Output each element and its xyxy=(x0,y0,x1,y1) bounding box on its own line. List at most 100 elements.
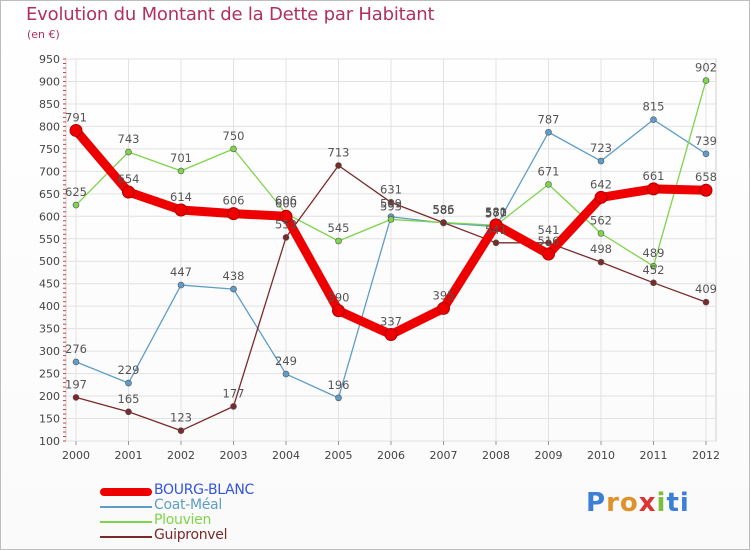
data-point xyxy=(230,285,237,293)
data-point xyxy=(440,219,447,226)
data-label: 581 xyxy=(485,205,507,219)
legend-swatch xyxy=(100,536,152,538)
data-label: 390 xyxy=(328,291,350,305)
data-label: 562 xyxy=(590,213,612,227)
data-label: 586 xyxy=(433,203,455,217)
data-label: 815 xyxy=(643,100,665,114)
x-tick-label: 2012 xyxy=(692,449,720,462)
data-label: 671 xyxy=(538,164,560,178)
data-point xyxy=(282,234,290,241)
data-label: 337 xyxy=(380,314,402,328)
data-point xyxy=(227,207,240,221)
data-point xyxy=(702,150,710,158)
data-point xyxy=(594,190,608,204)
data-label: 606 xyxy=(275,194,297,208)
data-label: 787 xyxy=(538,112,560,126)
data-label: 606 xyxy=(223,194,245,208)
x-tick-label: 2000 xyxy=(62,449,90,462)
data-point xyxy=(647,182,660,196)
data-label: 586 xyxy=(433,203,455,217)
legend-swatch xyxy=(100,506,152,508)
data-point xyxy=(650,262,657,270)
data-point xyxy=(702,77,710,84)
chart-subtitle: (en €) xyxy=(27,28,60,41)
data-label: 599 xyxy=(380,197,402,211)
y-tick-label: 650 xyxy=(39,188,60,201)
data-label: 489 xyxy=(643,246,665,260)
y-tick-label: 450 xyxy=(39,278,60,291)
legend-swatch xyxy=(100,521,152,523)
x-tick-label: 2008 xyxy=(482,449,510,462)
data-point xyxy=(72,201,80,209)
data-label: 625 xyxy=(65,185,87,199)
data-point xyxy=(597,157,605,165)
data-label: 701 xyxy=(170,151,192,165)
data-label: 661 xyxy=(643,169,665,183)
data-point xyxy=(174,203,188,217)
data-label: 743 xyxy=(118,132,140,146)
data-label: 447 xyxy=(170,265,192,279)
legend-label: Guipronvel xyxy=(154,527,228,543)
y-tick-label: 500 xyxy=(39,255,60,268)
data-label: 276 xyxy=(65,342,87,356)
x-tick-label: 2011 xyxy=(640,449,668,462)
data-label: 585 xyxy=(433,203,455,217)
data-point xyxy=(542,247,555,261)
data-label: 902 xyxy=(695,61,717,75)
data-point xyxy=(122,185,135,199)
x-tick-label: 2007 xyxy=(430,449,458,462)
data-point xyxy=(72,394,80,401)
data-label: 713 xyxy=(328,146,350,160)
data-point xyxy=(230,145,237,153)
y-tick-label: 700 xyxy=(39,165,60,178)
data-label: 177 xyxy=(223,386,245,400)
y-tick-label: 250 xyxy=(39,368,60,381)
data-point xyxy=(650,116,657,123)
data-label: 553 xyxy=(275,217,297,231)
data-label: 642 xyxy=(590,177,612,191)
data-point xyxy=(69,123,83,137)
proxiti-logo: Proxiti xyxy=(586,488,690,518)
data-label: 229 xyxy=(118,363,140,377)
data-label: 249 xyxy=(275,354,297,368)
data-point xyxy=(125,379,132,387)
data-label: 438 xyxy=(223,269,245,283)
data-point xyxy=(437,301,450,315)
data-point xyxy=(387,216,395,223)
data-label: 395 xyxy=(433,288,455,302)
data-point xyxy=(492,239,500,247)
y-tick-label: 950 xyxy=(39,53,60,66)
data-point xyxy=(125,408,132,416)
y-tick-label: 800 xyxy=(39,120,60,133)
data-label: 654 xyxy=(118,172,140,186)
y-tick-label: 550 xyxy=(39,233,60,246)
x-tick-label: 2004 xyxy=(272,449,300,462)
y-tick-label: 200 xyxy=(39,390,60,403)
data-label: 545 xyxy=(328,221,350,235)
x-tick-label: 2005 xyxy=(325,449,353,462)
y-tick-label: 850 xyxy=(39,98,60,111)
data-point xyxy=(597,230,605,237)
data-label: 197 xyxy=(65,377,87,391)
data-label: 791 xyxy=(65,110,87,124)
data-label: 498 xyxy=(590,242,612,256)
data-label: 516 xyxy=(538,234,560,248)
data-point xyxy=(177,427,185,434)
data-point xyxy=(177,167,185,175)
x-tick-label: 2010 xyxy=(587,449,615,462)
legend-label: Coat-Méal xyxy=(154,497,222,513)
data-point xyxy=(384,327,398,341)
chart-title: Evolution du Montant de la Dette par Hab… xyxy=(26,4,435,25)
data-point xyxy=(125,148,132,156)
data-point xyxy=(335,162,342,169)
data-label: 409 xyxy=(695,282,717,296)
data-point xyxy=(702,298,710,306)
x-tick-label: 2002 xyxy=(167,449,195,462)
data-label: 541 xyxy=(485,223,507,237)
data-label: 614 xyxy=(170,190,192,204)
data-point xyxy=(279,209,293,223)
data-point xyxy=(335,237,342,245)
data-label: 580 xyxy=(485,205,507,219)
